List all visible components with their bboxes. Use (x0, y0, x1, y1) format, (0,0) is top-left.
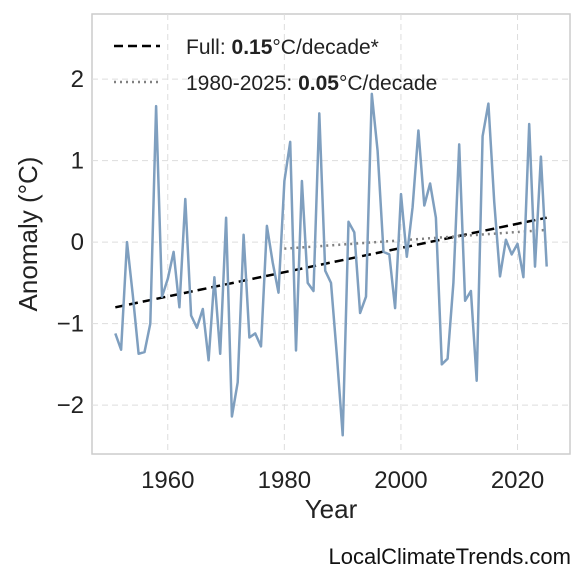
legend-full-trend-rate: 0.15 (232, 36, 273, 59)
legend-recent-trend-prefix: 1980-2025: (186, 72, 298, 95)
legend-full-trend-suffix: °C/decade* (272, 36, 378, 59)
y-tick-label--1: −1 (57, 311, 84, 338)
y-tick-labels: −2 −1 0 1 2 (57, 66, 84, 419)
legend-full-trend-label: Full: 0.15°C/decade* (186, 36, 379, 59)
trend-lines (115, 216, 547, 309)
y-tick-label-2: 2 (71, 66, 84, 93)
x-tick-label-2020: 2020 (491, 467, 544, 494)
y-tick-label-0: 0 (71, 229, 84, 256)
site-credit: LocalClimateTrends.com (328, 544, 572, 569)
x-tick-label-1960: 1960 (141, 467, 194, 494)
anomaly-series-line (114, 92, 548, 437)
plot-frame (91, 13, 571, 455)
y-axis-label: Anomaly (°C) (13, 157, 43, 312)
y-tick-label--2: −2 (57, 392, 84, 419)
x-tick-labels: 1960 1980 2000 2020 (141, 467, 544, 494)
legend: Full: 0.15°C/decade* 1980-2025: 0.05°C/d… (114, 36, 437, 95)
legend-recent-trend-label: 1980-2025: 0.05°C/decade (186, 72, 437, 95)
recent-trend-line (284, 228, 547, 250)
x-tick-label-1980: 1980 (258, 467, 311, 494)
legend-recent-trend-suffix: °C/decade (339, 72, 437, 95)
full-trend-line (115, 216, 547, 309)
x-tick-label-2000: 2000 (374, 467, 427, 494)
x-axis-label: Year (305, 494, 358, 524)
y-tick-label-1: 1 (71, 148, 84, 175)
legend-full-trend-prefix: Full: (186, 36, 232, 59)
grid (92, 14, 570, 454)
data-series (114, 92, 548, 437)
legend-recent-trend-rate: 0.05 (298, 72, 339, 95)
